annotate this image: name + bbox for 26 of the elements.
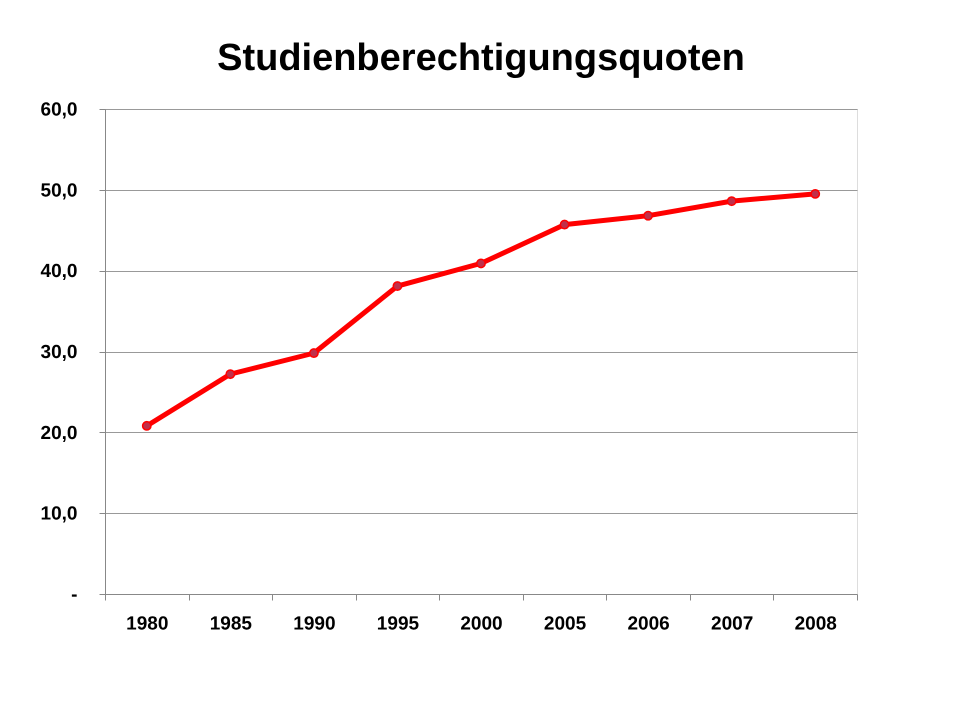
chart-title: Studienberechtigungsquoten	[217, 37, 745, 79]
x-tick-label: 2000	[460, 614, 503, 634]
x-tick-label: 1995	[376, 614, 420, 634]
x-tick-label: 1985	[210, 614, 252, 634]
y-tick-label: 50,0	[40, 180, 78, 202]
x-tick-label: 2005	[544, 614, 587, 634]
point	[560, 220, 570, 230]
y-tick-label: 10,0	[40, 504, 78, 525]
x-tick-label: 2007	[711, 614, 754, 634]
point	[308, 348, 319, 358]
x-tick-label: 1990	[293, 614, 336, 634]
point	[142, 420, 152, 431]
point	[726, 196, 737, 206]
y-tick-label: 20,0	[40, 422, 78, 444]
y-tick-label: 30,0	[40, 342, 78, 363]
x-tick-label: 2008	[794, 614, 837, 634]
y-tick-label: 40,0	[40, 261, 78, 282]
point	[476, 258, 486, 268]
point	[225, 369, 236, 380]
y-tick-label: 60,0	[40, 100, 78, 120]
point	[643, 210, 654, 221]
point	[392, 281, 402, 291]
x-tick-label: 1980	[126, 614, 168, 634]
x-tick-label: 2006	[627, 614, 670, 634]
point	[810, 188, 820, 199]
y-tick-label: -	[71, 584, 78, 606]
